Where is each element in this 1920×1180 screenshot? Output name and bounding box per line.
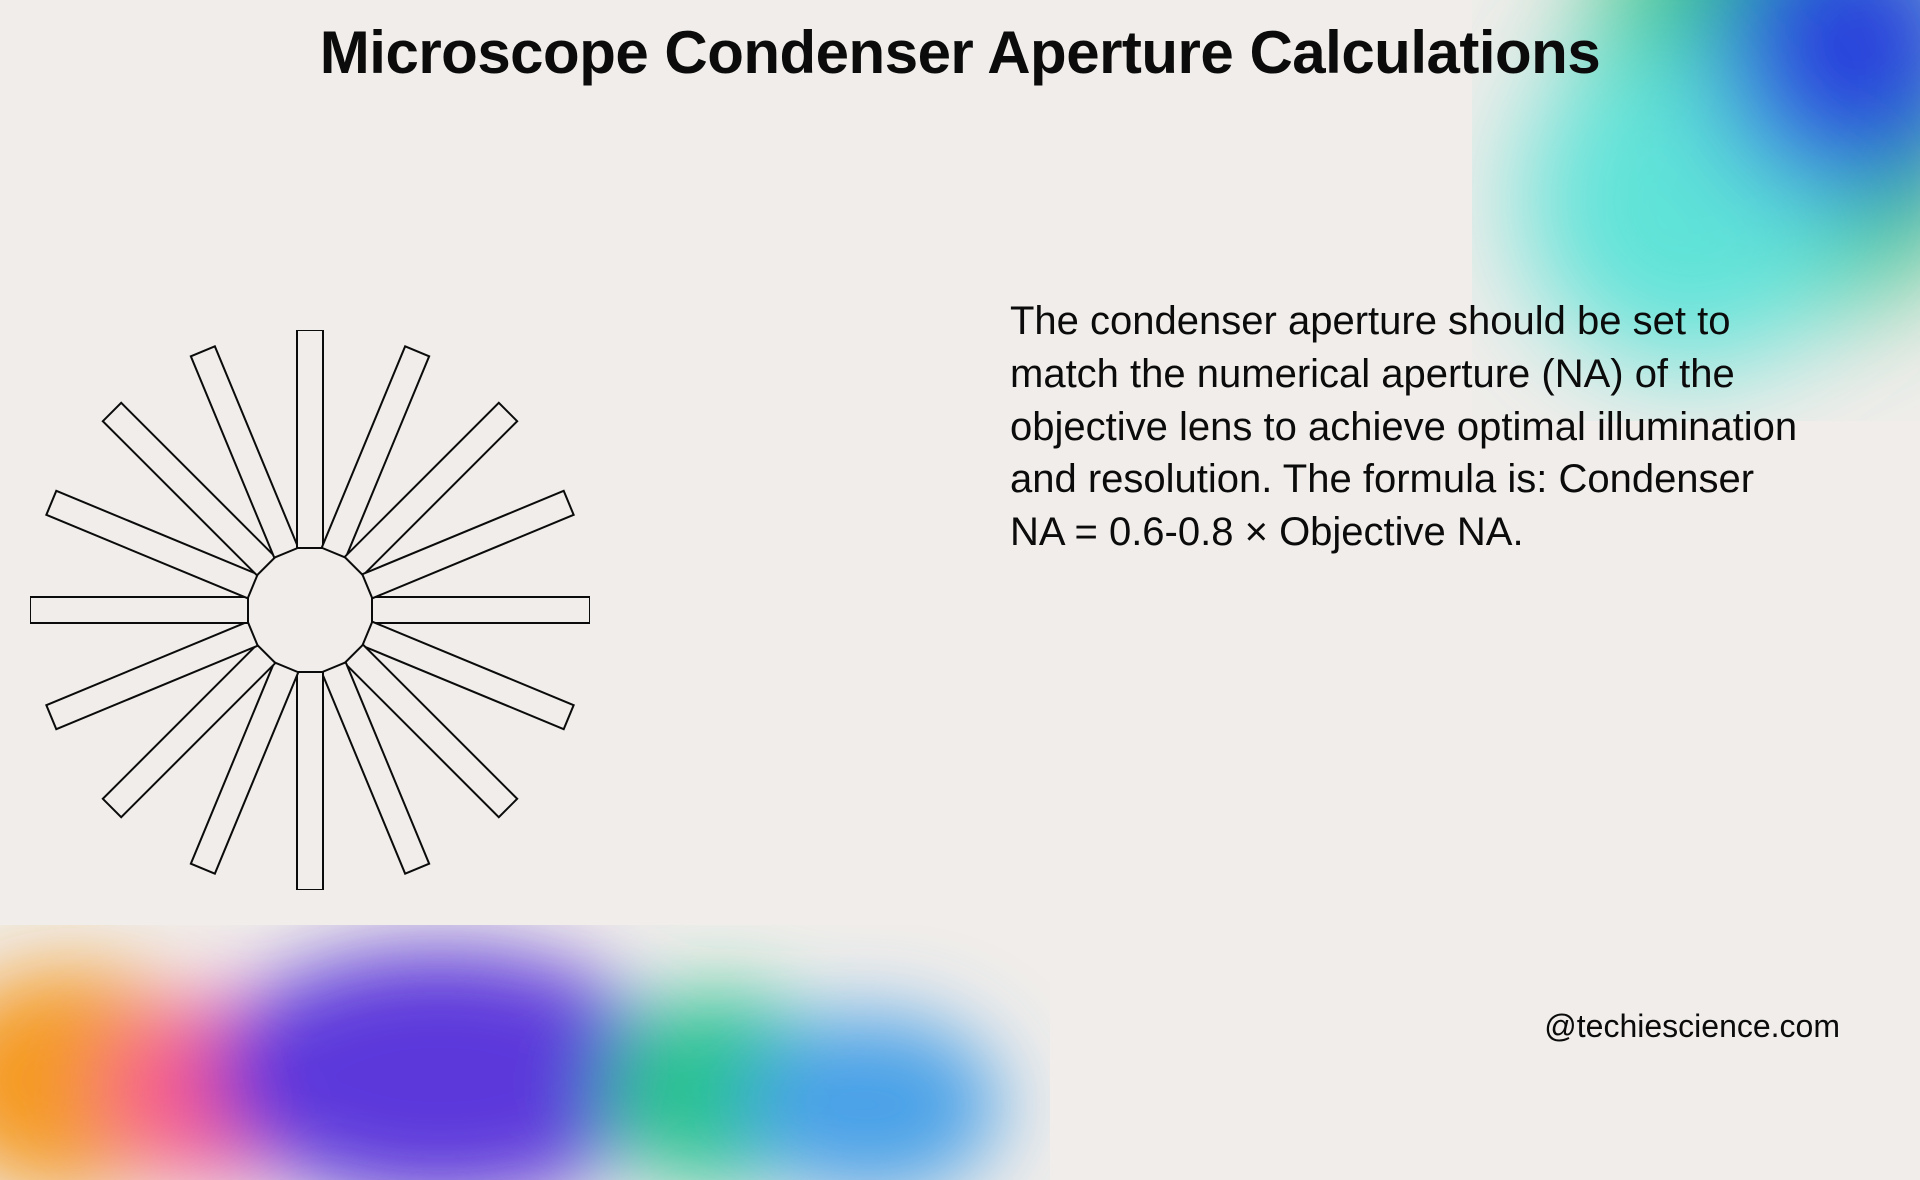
decorative-blob-bottom-left: [0, 880, 1050, 1180]
page-title: Microscope Condenser Aperture Calculatio…: [0, 18, 1920, 87]
description-text: The condenser aperture should be set to …: [1010, 295, 1810, 559]
starburst-diagram: [30, 330, 590, 890]
attribution-text: @techiescience.com: [1544, 1008, 1840, 1045]
